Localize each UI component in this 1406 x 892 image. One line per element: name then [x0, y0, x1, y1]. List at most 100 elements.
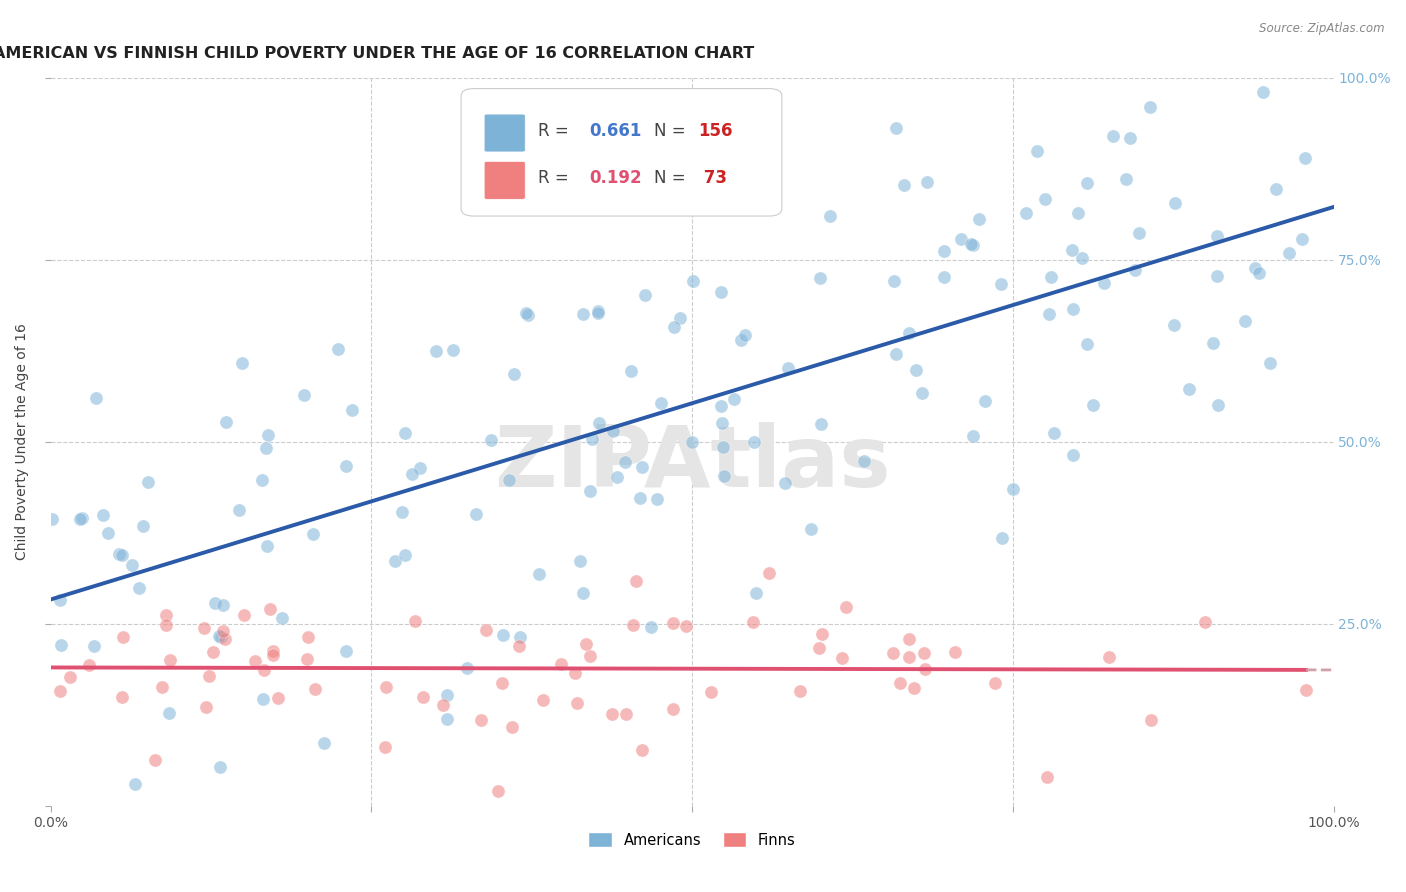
- Point: [630, 459, 652, 474]
- Point: [412, 690, 434, 704]
- Point: [662, 615, 685, 630]
- Point: [640, 620, 662, 634]
- Point: [326, 342, 349, 356]
- Point: [800, 522, 823, 536]
- Point: [943, 645, 966, 659]
- Point: [1128, 227, 1150, 241]
- Point: [681, 435, 703, 450]
- Point: [250, 473, 273, 487]
- Point: [214, 632, 236, 646]
- Point: [48, 593, 70, 607]
- Point: [1206, 269, 1229, 284]
- Point: [456, 661, 478, 675]
- Point: [884, 347, 907, 361]
- Point: [197, 669, 219, 683]
- Point: [579, 649, 602, 664]
- Point: [569, 554, 592, 568]
- Point: [1206, 229, 1229, 244]
- Y-axis label: Child Poverty Under the Age of 16: Child Poverty Under the Age of 16: [15, 324, 30, 560]
- Point: [745, 586, 768, 600]
- Point: [492, 628, 515, 642]
- Point: [853, 454, 876, 468]
- Point: [973, 394, 995, 409]
- Point: [669, 310, 692, 325]
- Point: [1062, 302, 1084, 317]
- Point: [1033, 192, 1056, 206]
- Point: [59, 671, 82, 685]
- Point: [711, 417, 734, 431]
- Point: [491, 676, 513, 690]
- Point: [228, 503, 250, 517]
- Text: 73: 73: [699, 169, 727, 187]
- Point: [436, 688, 458, 702]
- Point: [254, 441, 277, 455]
- Point: [509, 630, 531, 644]
- Point: [384, 553, 406, 567]
- Point: [1076, 177, 1098, 191]
- Point: [1098, 650, 1121, 665]
- Point: [49, 639, 72, 653]
- Point: [297, 652, 319, 666]
- Point: [959, 237, 981, 252]
- Point: [1102, 128, 1125, 143]
- Point: [208, 629, 231, 643]
- Text: N =: N =: [654, 122, 690, 140]
- Point: [1251, 85, 1274, 99]
- Point: [157, 706, 180, 720]
- Point: [1291, 231, 1313, 245]
- Point: [212, 599, 235, 613]
- Point: [1062, 243, 1084, 257]
- Point: [1265, 182, 1288, 196]
- Point: [1202, 335, 1225, 350]
- Point: [404, 614, 426, 628]
- Point: [723, 392, 745, 406]
- Point: [1194, 615, 1216, 629]
- Point: [479, 433, 502, 447]
- Point: [967, 212, 990, 227]
- Point: [1038, 307, 1060, 321]
- Text: R =: R =: [538, 169, 574, 187]
- Point: [501, 720, 523, 734]
- Point: [132, 519, 155, 533]
- Point: [631, 743, 654, 757]
- Point: [124, 777, 146, 791]
- Point: [633, 156, 655, 170]
- Text: Source: ZipAtlas.com: Source: ZipAtlas.com: [1260, 22, 1385, 36]
- Point: [789, 683, 811, 698]
- Point: [620, 364, 643, 378]
- Point: [1076, 337, 1098, 351]
- Point: [1295, 682, 1317, 697]
- Point: [257, 427, 280, 442]
- Point: [256, 539, 278, 553]
- Point: [962, 237, 984, 252]
- Point: [155, 617, 177, 632]
- Text: 0.661: 0.661: [589, 122, 641, 140]
- Point: [503, 367, 526, 381]
- Point: [271, 611, 294, 625]
- Point: [195, 700, 218, 714]
- Point: [807, 640, 830, 655]
- Point: [1277, 246, 1299, 260]
- Point: [302, 526, 325, 541]
- Point: [1206, 398, 1229, 412]
- Point: [991, 531, 1014, 545]
- Point: [391, 505, 413, 519]
- Point: [884, 120, 907, 135]
- Point: [121, 558, 143, 573]
- Point: [700, 685, 723, 699]
- Text: R =: R =: [538, 122, 574, 140]
- Point: [267, 691, 290, 706]
- Point: [262, 648, 284, 663]
- Point: [572, 586, 595, 600]
- Point: [1234, 314, 1257, 328]
- Point: [1083, 399, 1105, 413]
- Point: [262, 644, 284, 658]
- Point: [575, 637, 598, 651]
- Point: [1070, 251, 1092, 265]
- Point: [374, 739, 396, 754]
- Text: N =: N =: [654, 169, 690, 187]
- Point: [69, 511, 91, 525]
- Point: [898, 632, 921, 647]
- Point: [711, 440, 734, 454]
- Point: [209, 760, 232, 774]
